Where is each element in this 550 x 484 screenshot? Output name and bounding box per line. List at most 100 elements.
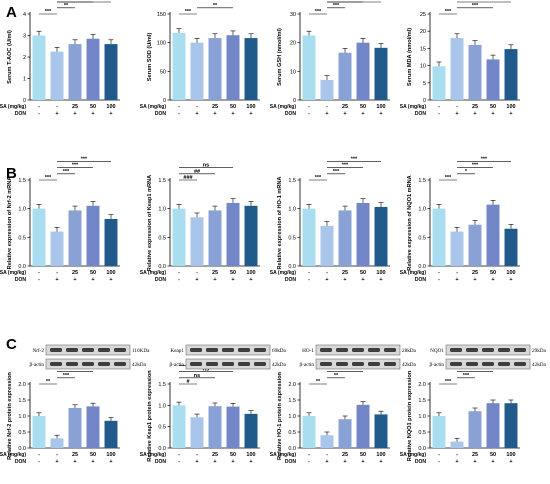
don-value: + bbox=[91, 111, 94, 117]
don-value: + bbox=[325, 277, 328, 283]
don-value: - bbox=[308, 459, 310, 465]
bar bbox=[32, 208, 46, 266]
sa-value: - bbox=[196, 270, 198, 276]
don-value: + bbox=[379, 277, 382, 283]
sa-row-label: SA (mg/kg) bbox=[270, 452, 297, 458]
sa-value: - bbox=[308, 270, 310, 276]
bar bbox=[172, 405, 186, 448]
bar bbox=[320, 79, 334, 100]
sa-value: 50 bbox=[230, 270, 236, 276]
don-value: - bbox=[38, 111, 40, 117]
significance-label: * bbox=[465, 169, 468, 175]
y-tick-label: 150 bbox=[157, 12, 166, 18]
sa-value: 100 bbox=[506, 104, 515, 110]
significance-label: *** bbox=[445, 175, 452, 181]
bar bbox=[302, 208, 316, 266]
don-row-label: DON bbox=[285, 459, 297, 465]
western-blot-2: Keap1 69kDa β-actin 42kDa bbox=[170, 344, 287, 370]
bar bbox=[208, 406, 222, 448]
don-value: - bbox=[38, 459, 40, 465]
bar bbox=[468, 44, 482, 100]
don-value: + bbox=[231, 459, 234, 465]
y-tick-label: 20 bbox=[420, 29, 426, 35]
significance-label: *** bbox=[472, 3, 479, 9]
blot-protein-label: β-actin bbox=[430, 362, 445, 368]
blot-protein-label: NQO1 bbox=[430, 348, 444, 354]
don-value: + bbox=[213, 111, 216, 117]
sa-value: - bbox=[38, 270, 40, 276]
sa-value: - bbox=[438, 452, 440, 458]
don-value: + bbox=[361, 459, 364, 465]
panel-label-c: C bbox=[6, 336, 17, 353]
don-value: + bbox=[509, 459, 512, 465]
y-tick-label: 2.0 bbox=[418, 382, 426, 388]
sa-value: - bbox=[56, 270, 58, 276]
don-value: + bbox=[491, 277, 494, 283]
y-tick-label: 1.5 bbox=[418, 178, 426, 184]
blot-size-label: 42kDa bbox=[132, 362, 147, 368]
y-tick-label: 1.0 bbox=[158, 207, 166, 213]
bar bbox=[226, 35, 240, 100]
y-tick-label: 0.5 bbox=[158, 425, 166, 431]
y-axis-label: Relative expression of Nrf-2 mRNA bbox=[7, 177, 13, 270]
significance-label: *** bbox=[445, 379, 452, 385]
chart-6: 0.0 0.5 1.0 1.5 Relative expression of Keap1… bbox=[140, 163, 260, 283]
y-tick-label: 0.5 bbox=[418, 235, 426, 241]
sa-value: 100 bbox=[376, 104, 385, 110]
don-value: + bbox=[473, 277, 476, 283]
significance-label: *** bbox=[333, 169, 340, 175]
significance-label: *** bbox=[63, 373, 70, 379]
y-axis-label: Serum MDA (nmol/ml) bbox=[407, 28, 413, 86]
y-tick-label: 0.5 bbox=[288, 430, 296, 436]
don-row-label: DON bbox=[155, 277, 167, 283]
significance-label: *** bbox=[351, 0, 358, 3]
sa-value: - bbox=[178, 270, 180, 276]
blot-band bbox=[368, 362, 380, 366]
don-value: + bbox=[361, 277, 364, 283]
bar bbox=[504, 228, 518, 266]
sa-value: 100 bbox=[376, 452, 385, 458]
don-value: + bbox=[473, 459, 476, 465]
significance-label: *** bbox=[481, 156, 488, 162]
blot-protein-label: β-actin bbox=[30, 362, 45, 368]
chart-9: 0.0 0.5 1.0 1.5 2.0 Relative Nrf-2 protein ex… bbox=[0, 360, 120, 465]
don-value: + bbox=[109, 277, 112, 283]
don-value: + bbox=[73, 111, 76, 117]
y-tick-label: 0.0 bbox=[288, 446, 296, 452]
don-value: + bbox=[195, 459, 198, 465]
y-tick-label: 2.0 bbox=[288, 382, 296, 388]
sa-value: 100 bbox=[376, 270, 385, 276]
y-tick-label: 0 bbox=[23, 98, 26, 104]
bar bbox=[226, 406, 240, 448]
sa-value: 100 bbox=[246, 270, 255, 276]
blot-size-label: 28kDa bbox=[402, 348, 417, 354]
don-value: - bbox=[308, 277, 310, 283]
blot-size-label: 42kDa bbox=[272, 362, 287, 368]
y-axis-label: Serum SOD (U/ml) bbox=[147, 33, 153, 82]
blot-band bbox=[238, 348, 250, 352]
blot-band bbox=[368, 348, 380, 352]
blot-band bbox=[206, 348, 218, 352]
blot-band bbox=[222, 348, 234, 352]
y-tick-label: 3 bbox=[23, 34, 26, 40]
bar bbox=[226, 202, 240, 266]
blot-protein-label: HO-1 bbox=[302, 348, 314, 354]
blot-band bbox=[384, 348, 396, 352]
y-tick-label: 0 bbox=[423, 98, 426, 104]
y-tick-label: 0.0 bbox=[18, 446, 26, 452]
blot-band bbox=[82, 362, 94, 366]
bar bbox=[486, 403, 500, 448]
don-value: + bbox=[455, 277, 458, 283]
significance-label: *** bbox=[472, 367, 479, 373]
significance-label: ns bbox=[203, 163, 209, 169]
western-blot-3: HO-1 28kDa β-actin 42kDa bbox=[300, 344, 417, 370]
sa-value: 25 bbox=[72, 104, 78, 110]
blot-band bbox=[66, 348, 78, 352]
blot-band bbox=[320, 348, 332, 352]
y-tick-label: 0.5 bbox=[18, 430, 26, 436]
y-tick-label: 30 bbox=[290, 12, 296, 18]
don-value: + bbox=[509, 111, 512, 117]
bar bbox=[68, 44, 82, 100]
bar bbox=[486, 204, 500, 266]
